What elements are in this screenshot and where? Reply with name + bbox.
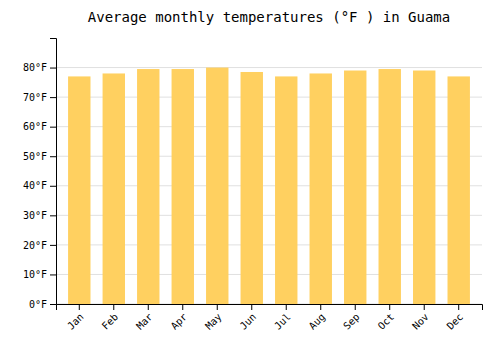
chart: 0°F 10°F 20°F 30°F 40°F 50°F 60°F 70°F 80°F Jan Fe… xyxy=(0,0,500,350)
bar xyxy=(68,76,90,304)
tick-mark xyxy=(50,186,56,187)
tick: 20°F xyxy=(23,240,56,251)
tick: Feb xyxy=(100,304,121,332)
tick-mark xyxy=(50,68,56,69)
tick-mark xyxy=(424,304,425,310)
tick-label: 70°F xyxy=(23,92,47,103)
plot: 0°F 10°F 20°F 30°F 40°F 50°F 60°F 70°F 80°F Jan Fe… xyxy=(23,39,483,332)
tick-label: 30°F xyxy=(23,210,47,221)
tick-mark xyxy=(50,127,56,128)
bar xyxy=(344,71,366,304)
tick: Nov xyxy=(410,304,431,332)
tick: Jun xyxy=(238,304,259,332)
tick-label: Jan xyxy=(65,311,86,332)
tick-mark xyxy=(320,304,321,310)
tick: May xyxy=(203,304,224,332)
tick: 40°F xyxy=(23,180,56,191)
tick: 70°F xyxy=(23,92,56,103)
tick-mark xyxy=(251,304,252,310)
bar xyxy=(137,69,159,304)
tick-mark xyxy=(50,304,56,305)
bars xyxy=(68,68,470,304)
tick: Dec xyxy=(445,304,466,332)
tick-label: Jul xyxy=(272,311,293,332)
tick: Jan xyxy=(65,304,86,332)
tick-label: Aug xyxy=(307,311,328,332)
tick-label: Oct xyxy=(376,311,397,332)
bar xyxy=(206,68,228,304)
tick-mark xyxy=(217,304,218,310)
tick: Apr xyxy=(169,304,190,332)
tick-mark xyxy=(286,304,287,310)
tick: 0°F xyxy=(29,299,56,310)
tick-label: 80°F xyxy=(23,62,47,73)
tick-mark xyxy=(389,304,390,310)
tick-mark xyxy=(50,215,56,216)
tick-label: May xyxy=(203,311,224,332)
tick: Sep xyxy=(341,304,362,332)
tick: 10°F xyxy=(23,269,56,280)
tick-label: 50°F xyxy=(23,151,47,162)
tick-label: 20°F xyxy=(23,240,47,251)
tick-label: Nov xyxy=(410,311,431,332)
tick: Aug xyxy=(307,304,328,332)
tick-mark xyxy=(458,304,459,310)
tick: Jul xyxy=(272,304,293,332)
tick-label: 10°F xyxy=(23,269,47,280)
tick-label: Jun xyxy=(238,311,259,332)
bar xyxy=(241,72,263,304)
axis-line xyxy=(57,305,483,311)
tick-label: Sep xyxy=(341,311,362,332)
tick-label: Mar xyxy=(134,311,155,332)
tick: Oct xyxy=(376,304,397,332)
tick-mark xyxy=(182,304,183,310)
tick-label: 60°F xyxy=(23,121,47,132)
tick: 30°F xyxy=(23,210,56,221)
tick-mark xyxy=(50,245,56,246)
bar xyxy=(413,71,435,304)
tick-mark xyxy=(50,274,56,275)
tick-mark xyxy=(50,156,56,157)
bar xyxy=(379,69,401,304)
tick-label: Feb xyxy=(100,311,121,332)
tick-label: Dec xyxy=(445,311,466,332)
tick-label: 40°F xyxy=(23,180,47,191)
tick: 80°F xyxy=(23,62,56,73)
x-axis: Jan Feb Mar Apr May Jun Jul Aug Sep Oct Nov Dec xyxy=(57,304,483,332)
bar xyxy=(310,73,332,304)
tick-mark xyxy=(148,304,149,310)
bar xyxy=(103,73,125,304)
axis-line xyxy=(50,39,57,305)
title: Average monthly temperatures (°F ) in Gu… xyxy=(88,9,450,25)
tick-label: 0°F xyxy=(29,299,47,310)
tick: 60°F xyxy=(23,121,56,132)
bar xyxy=(448,76,470,304)
tick-label: Apr xyxy=(169,311,190,332)
grid xyxy=(56,68,482,304)
tick-mark xyxy=(79,304,80,310)
tick-mark xyxy=(355,304,356,310)
tick: Mar xyxy=(134,304,155,332)
tick-mark xyxy=(50,97,56,98)
bar xyxy=(275,76,297,304)
tick: 50°F xyxy=(23,151,56,162)
bar xyxy=(172,69,194,304)
y-axis: 0°F 10°F 20°F 30°F 40°F 50°F 60°F 70°F 80°F xyxy=(23,39,57,310)
grid-line xyxy=(56,67,482,68)
tick-mark xyxy=(113,304,114,310)
